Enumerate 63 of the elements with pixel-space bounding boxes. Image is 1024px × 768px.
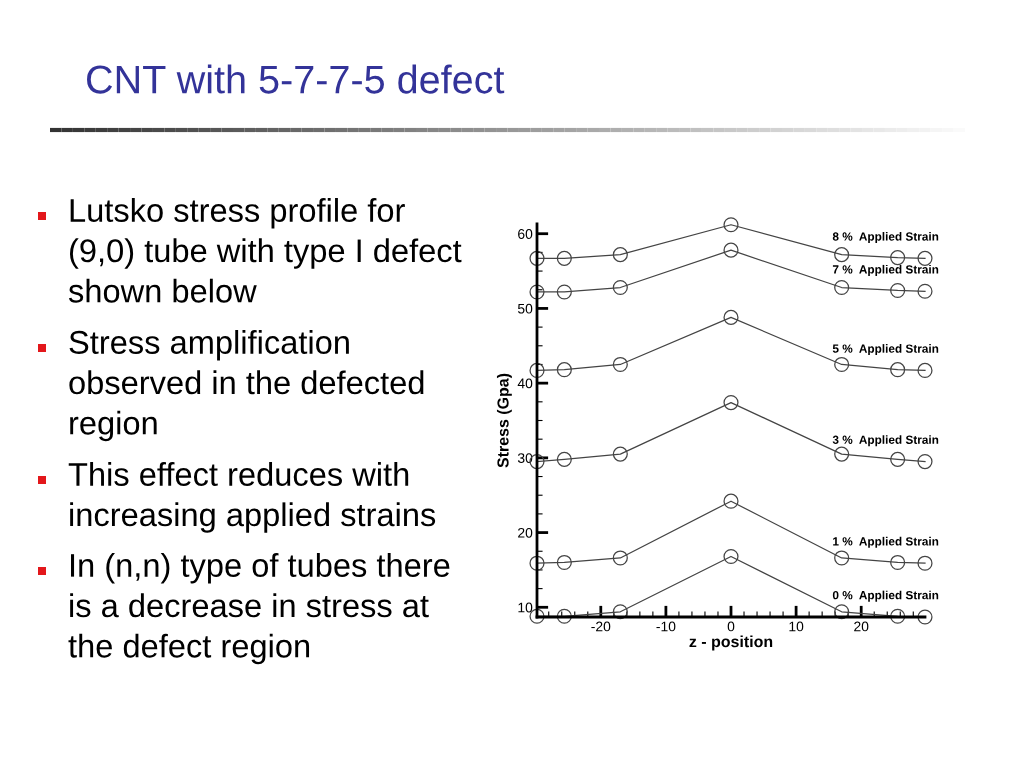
point <box>890 451 906 467</box>
point <box>917 609 933 625</box>
point <box>723 394 739 411</box>
y-tick-label: 40 <box>517 378 533 389</box>
point <box>834 356 850 373</box>
x-tick-label: -20 <box>591 621 611 632</box>
point <box>612 279 628 296</box>
text: This effect reduces with increasing applied strains <box>68 462 436 533</box>
point <box>917 362 933 379</box>
point <box>556 284 572 300</box>
series-label: 8 % Applied Strain <box>832 232 939 244</box>
point <box>556 451 572 467</box>
y-axis-title: Stress (Gpa) <box>496 373 512 468</box>
point <box>612 446 628 462</box>
series-label: 0 % Applied Strain <box>832 590 939 602</box>
series-label: 7 % Applied Strain <box>832 264 939 276</box>
y-tick-label: 20 <box>518 527 533 538</box>
point <box>834 550 850 566</box>
point <box>723 217 739 233</box>
text: Stress amplification observed in the defected region <box>69 330 424 442</box>
x-tick-label: 20 <box>854 621 869 632</box>
series-label: 1 % Applied Strain <box>833 536 939 548</box>
point <box>834 247 850 263</box>
point <box>917 454 933 470</box>
point <box>556 250 572 266</box>
point <box>917 250 933 266</box>
point <box>529 555 545 571</box>
point <box>612 550 628 566</box>
point <box>529 362 545 379</box>
text: Lutsko stress profile for (9,0) tube with type I defect shown below <box>68 198 462 303</box>
point <box>917 283 933 299</box>
point <box>556 362 572 378</box>
y-tick-label: 60 <box>518 229 533 239</box>
x-axis-title: z - position <box>689 635 773 651</box>
text: In (n,n) type of tubes there is a decrease in stress at the defect region <box>68 553 450 665</box>
point <box>834 446 850 462</box>
series-label: 3 % Applied Strain <box>832 435 939 447</box>
point <box>834 604 850 620</box>
series-label: 5 % Applied Strain <box>832 344 939 356</box>
y-tick-label: 50 <box>517 303 533 314</box>
x-tick-label: -10 <box>656 621 676 632</box>
point <box>723 548 739 565</box>
point <box>890 608 906 624</box>
point <box>556 554 572 571</box>
x-tick-label: 0 <box>727 621 735 632</box>
point <box>723 242 739 258</box>
point <box>917 555 933 571</box>
point <box>890 250 906 266</box>
point <box>890 282 906 299</box>
point <box>890 362 906 378</box>
y-tick-label: 10 <box>518 602 533 613</box>
chart-title: CNT with 5-7-7-5 defect <box>87 64 505 94</box>
point <box>612 604 628 620</box>
point <box>723 309 739 325</box>
point <box>556 608 572 624</box>
point <box>612 356 628 373</box>
point <box>529 284 545 300</box>
point <box>723 493 739 509</box>
point <box>834 279 850 296</box>
point <box>529 250 545 266</box>
point <box>890 554 906 571</box>
x-tick-label: 10 <box>789 621 804 632</box>
point <box>612 247 628 263</box>
